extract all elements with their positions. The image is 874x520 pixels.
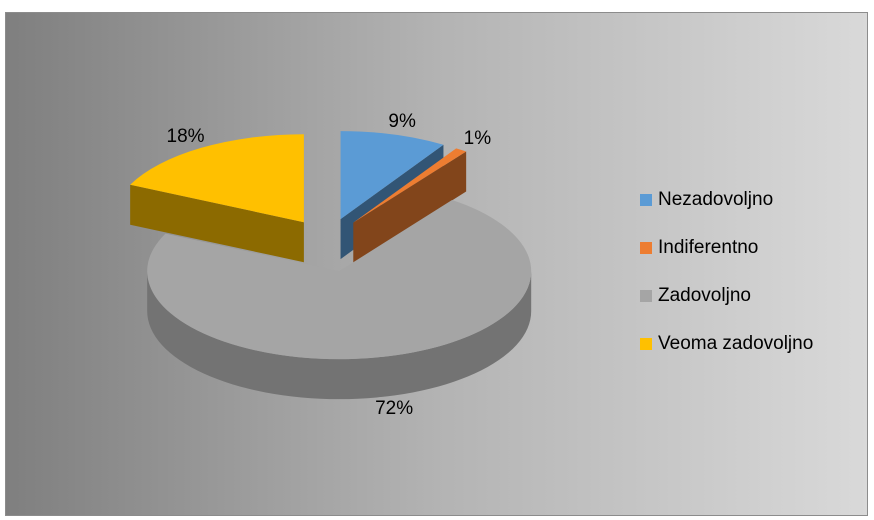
data-label: 72%	[375, 398, 413, 419]
legend-label: Indiferentno	[658, 237, 758, 258]
legend-label: Nezadovoljno	[658, 189, 773, 210]
legend-label: Veoma zadovoljno	[658, 333, 813, 354]
slice	[147, 199, 532, 360]
slice-wall	[353, 151, 467, 263]
slice-side	[147, 271, 532, 400]
legend-label: Zadovoljno	[658, 285, 751, 306]
slice-wall	[130, 184, 304, 263]
slice	[130, 134, 304, 223]
slice	[340, 131, 444, 220]
legend-swatch	[640, 338, 652, 350]
data-label: 1%	[464, 128, 492, 149]
legend-swatch	[640, 194, 652, 206]
legend-swatch	[640, 290, 652, 302]
data-label: 9%	[388, 111, 416, 132]
slice	[353, 148, 467, 223]
data-label: 18%	[167, 126, 205, 147]
legend-swatch	[640, 242, 652, 254]
